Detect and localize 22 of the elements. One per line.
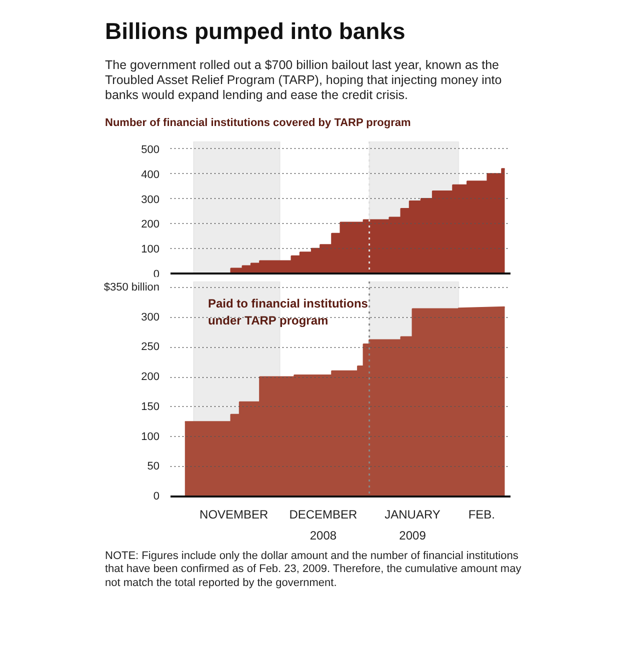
y-tick-label: 250	[141, 340, 160, 353]
y-tick-label: 400	[141, 168, 160, 181]
text: Paid to financial institutions under TARP program	[208, 296, 368, 328]
x-tick-label: NOVEMBER	[200, 507, 269, 522]
y-axis-title: Number of financial institutions covered by TARP program	[105, 116, 411, 131]
y-tick-label: 100	[141, 430, 160, 442]
x-tick-label: JANUARY 2009	[384, 507, 440, 542]
y-tick-label: 200	[141, 218, 160, 230]
text: NOTE: Figures include only the dollar amount and the number of financial institutions that have been confirmed as of Feb. 23, 2009. Therefore, the cumulative amount may not match the total reported by the government.	[105, 550, 522, 591]
y-tick-label: 50	[147, 460, 160, 472]
y-tick-label: 500	[141, 144, 160, 156]
y-tick-label: $350 billion	[104, 281, 160, 294]
y-tick-label: 300	[141, 193, 160, 206]
y-tick-label: 100	[141, 243, 160, 256]
y-tick-label: 150	[141, 400, 160, 413]
chart-title: Billions pumped into banks	[105, 17, 406, 46]
chart-subtitle: The government rolled out a $700 billion bailout last year, known as the Troubled Asset Relief Program (TARP), hoping that injecting money into banks would expand lending and ease the credit crisis.	[105, 58, 503, 103]
y-tick-label: 300	[141, 311, 160, 324]
y-tick-label: 200	[141, 370, 160, 383]
y-tick-label: 0	[153, 490, 160, 502]
x-tick-label: DECEMBER 2008	[289, 507, 358, 542]
x-tick-label: FEB.	[468, 507, 496, 522]
